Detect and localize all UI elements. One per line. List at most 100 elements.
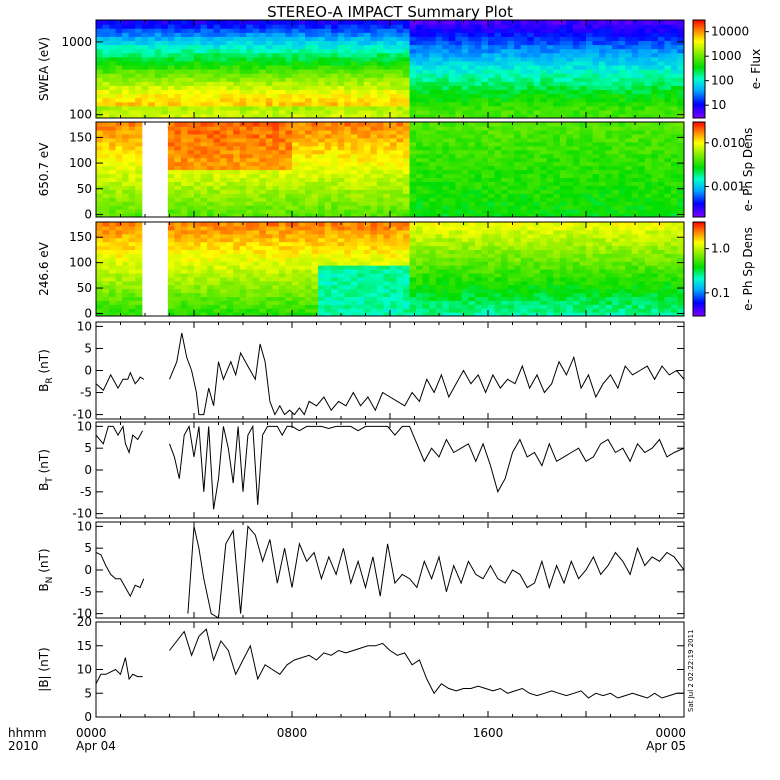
heatmap-cell [644,153,652,159]
heatmap-cell [102,129,110,135]
heatmap-cell [488,93,496,99]
heatmap-cell [239,81,247,86]
heatmap-cell [180,24,189,29]
heatmap-cell [501,122,509,127]
heatmap-cell [553,189,561,194]
heatmap-cell [442,153,450,159]
heatmap-cell [207,81,215,86]
heatmap-cell [494,189,502,194]
heatmap-cell [128,173,136,179]
heatmap-cell [102,32,110,37]
heatmap-cell [448,157,456,163]
heatmap-cell [141,101,149,107]
heatmap-cell [278,101,287,107]
heatmap-cell [292,149,300,155]
heatmap-cell [259,197,267,202]
heatmap-cell [494,93,502,99]
heatmap-cell [96,209,104,214]
heatmap-cell [514,56,522,62]
heatmap-cell [416,185,424,190]
heatmap-cell [468,48,476,54]
heatmap-cell [586,181,594,186]
heatmap-cell [246,64,254,70]
colorbar-0 [692,19,706,119]
heatmap-cell [416,113,424,118]
heatmap-cell [174,20,182,25]
heatmap-cells [96,222,684,316]
heatmap-cell [625,24,633,29]
heatmap-cell [677,36,684,42]
heatmap-cell [141,77,149,82]
heatmap-cell [239,205,247,210]
heatmap-cell [272,129,280,135]
heatmap-cell [226,157,234,163]
heatmap-cell [533,101,541,107]
heatmap-cell [677,93,684,99]
heatmap-cell [180,185,189,190]
heatmap-cell [448,101,456,107]
heatmap-cell [461,189,469,194]
heatmap-cell [141,89,149,95]
heatmap-cell [390,28,398,33]
heatmap-cell [259,213,267,217]
heatmap-cell [416,56,424,62]
heatmap-cell [618,109,626,115]
heatmap-cell [233,245,241,251]
heatmap-cell [96,60,104,66]
heatmap-cell [305,48,313,54]
heatmap-cell [252,209,260,214]
heatmap-cell [618,105,626,111]
heatmap-cell [148,77,156,82]
heatmap-cell [455,81,463,86]
heatmap-cell [200,165,208,171]
heatmap-cell [344,141,352,147]
heatmap-cell [553,20,561,25]
heatmap-cell [246,249,254,254]
heatmap-cell [357,52,365,58]
heatmap-cell [154,89,162,95]
heatmap-cell [383,197,391,202]
heatmap-cell [174,197,182,202]
heatmap-cell [612,32,620,37]
heatmap-cell [670,48,679,54]
heatmap-cell [331,209,339,214]
heatmap-cell [481,64,489,70]
heatmap-cell [174,161,182,167]
heatmap-cell [115,32,123,37]
heatmap-cell [409,81,417,86]
heatmap-cell [331,213,339,217]
heatmap-cell [631,193,639,198]
heatmap-cell [442,73,450,78]
heatmap-cell [546,85,554,91]
heatmap-cell [357,56,365,62]
heatmap-cell [252,97,260,103]
heatmap-cell [442,181,450,186]
heatmap-cell [102,122,110,127]
heatmap-cell [311,64,319,70]
heatmap-cell [572,129,581,135]
heatmap-cell [631,52,639,58]
heatmap-cell [285,229,293,235]
heatmap-cell [311,97,319,103]
heatmap-cell [422,213,430,217]
heatmap-cell [403,60,411,66]
heatmap-cell [429,44,437,50]
heatmap-cell [226,292,234,298]
heatmap-cell [96,284,104,290]
heatmap-cell [599,32,607,37]
heatmap-cell [226,181,234,186]
heatmap-cell [390,189,398,194]
heatmap-cell [331,113,339,118]
heatmap-cell [579,69,587,74]
heatmap-cell [507,44,515,50]
heatmap-cell [468,56,476,62]
heatmap-cell [180,249,189,254]
heatmap-cell [416,165,424,171]
heatmap-cell [553,153,561,159]
heatmap-cell [664,101,672,107]
heatmap-cell [337,165,345,171]
heatmap-cell [566,32,574,37]
heatmap-cell [435,56,443,62]
heatmap-cell [194,20,202,25]
heatmap-cell [409,169,417,175]
